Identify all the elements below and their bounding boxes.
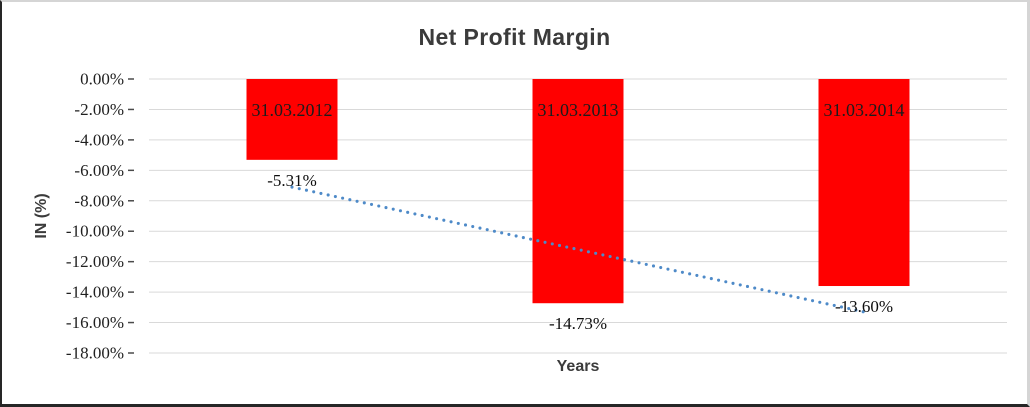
x-axis-title: Years [556, 358, 600, 375]
bar-category-label: 31.03.2014 [824, 100, 905, 120]
bar-value-label: -13.60% [835, 297, 893, 316]
bar-category-label: 31.03.2012 [252, 100, 333, 120]
y-tick-label: -2.00% [74, 100, 124, 119]
y-tick-label: -14.00% [66, 283, 124, 302]
bar [532, 79, 624, 304]
bar [818, 79, 910, 287]
y-tick-label: 0.00% [80, 70, 124, 89]
y-tick-label: -12.00% [66, 252, 124, 271]
y-tick-label: -6.00% [74, 161, 124, 180]
trendline [290, 185, 866, 314]
y-tick-label: -18.00% [66, 344, 124, 363]
bar-value-label: -5.31% [267, 171, 317, 190]
y-tick-label: -10.00% [66, 222, 124, 241]
bar-value-label: -14.73% [549, 314, 607, 333]
y-tick-label: -8.00% [74, 191, 124, 210]
chart-title: Net Profit Margin [418, 24, 611, 50]
y-tick-label: -4.00% [74, 130, 124, 149]
bar-category-label: 31.03.2013 [538, 100, 619, 120]
bar [246, 79, 338, 160]
y-tick-label: -16.00% [66, 313, 124, 332]
